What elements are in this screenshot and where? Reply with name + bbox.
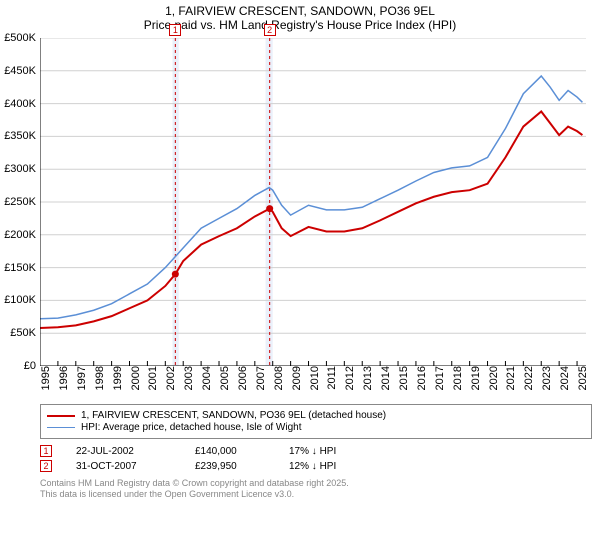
price-row-diff: 12% ↓ HPI	[289, 461, 369, 472]
price-row-price: £239,950	[195, 461, 265, 472]
footer-line1: Contains HM Land Registry data © Crown c…	[40, 478, 592, 489]
y-tick-label: £0	[24, 360, 40, 372]
x-tick-label: 2020	[488, 366, 500, 390]
legend-label: 1, FAIRVIEW CRESCENT, SANDOWN, PO36 9EL …	[81, 410, 386, 421]
chart-svg	[40, 38, 586, 366]
chart-area: £0£50K£100K£150K£200K£250K£300K£350K£400…	[40, 38, 586, 366]
x-tick-label: 2016	[416, 366, 428, 390]
x-tick-label: 1997	[76, 366, 88, 390]
chart-marker: 1	[169, 24, 181, 36]
legend-swatch	[47, 415, 75, 417]
x-tick-label: 2007	[255, 366, 267, 390]
y-tick-label: £100K	[4, 294, 40, 306]
x-tick-label: 2015	[398, 366, 410, 390]
sale-point	[172, 271, 179, 278]
x-tick-label: 2004	[201, 366, 213, 390]
price-row-marker: 1	[40, 445, 52, 457]
x-tick-label: 2014	[380, 366, 392, 390]
x-tick-label: 2022	[523, 366, 535, 390]
legend-swatch	[47, 427, 75, 428]
x-tick-label: 2011	[326, 366, 338, 390]
price-row: 1 22-JUL-2002 £140,000 17% ↓ HPI	[40, 445, 592, 457]
x-tick-label: 1998	[94, 366, 106, 390]
x-tick-label: 2021	[505, 366, 517, 390]
x-tick-label: 2012	[344, 366, 356, 390]
x-tick-label: 2024	[559, 366, 571, 390]
price-row-date: 22-JUL-2002	[76, 446, 171, 457]
x-tick-label: 2023	[541, 366, 553, 390]
x-tick-label: 2025	[577, 366, 589, 390]
x-tick-label: 2000	[130, 366, 142, 390]
price-row-date: 31-OCT-2007	[76, 461, 171, 472]
x-tick-label: 1995	[40, 366, 52, 390]
y-tick-label: £200K	[4, 229, 40, 241]
x-tick-label: 2010	[309, 366, 321, 390]
x-tick-label: 1999	[112, 366, 124, 390]
y-tick-label: £350K	[4, 130, 40, 142]
legend-row: HPI: Average price, detached house, Isle…	[47, 422, 585, 433]
y-tick-label: £150K	[4, 262, 40, 274]
legend-box: 1, FAIRVIEW CRESCENT, SANDOWN, PO36 9EL …	[40, 404, 592, 439]
title-line1: 1, FAIRVIEW CRESCENT, SANDOWN, PO36 9EL	[0, 4, 600, 18]
x-tick-label: 2005	[219, 366, 231, 390]
x-tick-label: 2018	[452, 366, 464, 390]
x-tick-label: 2006	[237, 366, 249, 390]
x-tick-label: 2013	[362, 366, 374, 390]
y-tick-label: £450K	[4, 65, 40, 77]
price-row: 2 31-OCT-2007 £239,950 12% ↓ HPI	[40, 460, 592, 472]
x-tick-label: 1996	[58, 366, 70, 390]
x-tick-label: 2001	[147, 366, 159, 390]
y-tick-label: £250K	[4, 196, 40, 208]
footer-attribution: Contains HM Land Registry data © Crown c…	[40, 478, 592, 501]
y-tick-label: £300K	[4, 163, 40, 175]
series-hpi	[40, 76, 582, 319]
y-tick-label: £50K	[10, 327, 40, 339]
price-table: 1 22-JUL-2002 £140,000 17% ↓ HPI 2 31-OCT-200…	[40, 445, 592, 472]
y-tick-label: £500K	[4, 32, 40, 44]
x-tick-label: 2019	[470, 366, 482, 390]
x-tick-label: 2002	[165, 366, 177, 390]
title-line2: Price paid vs. HM Land Registry's House …	[0, 18, 600, 32]
x-tick-label: 2009	[291, 366, 303, 390]
footer-line2: This data is licensed under the Open Gov…	[40, 489, 592, 500]
chart-marker: 2	[264, 24, 276, 36]
x-tick-label: 2017	[434, 366, 446, 390]
price-row-diff: 17% ↓ HPI	[289, 446, 369, 457]
price-row-price: £140,000	[195, 446, 265, 457]
x-tick-label: 2008	[273, 366, 285, 390]
y-tick-label: £400K	[4, 98, 40, 110]
legend-row: 1, FAIRVIEW CRESCENT, SANDOWN, PO36 9EL …	[47, 410, 585, 421]
series-property	[40, 111, 582, 327]
legend-label: HPI: Average price, detached house, Isle…	[81, 422, 302, 433]
x-tick-label: 2003	[183, 366, 195, 390]
price-row-marker: 2	[40, 460, 52, 472]
sale-point	[266, 205, 273, 212]
